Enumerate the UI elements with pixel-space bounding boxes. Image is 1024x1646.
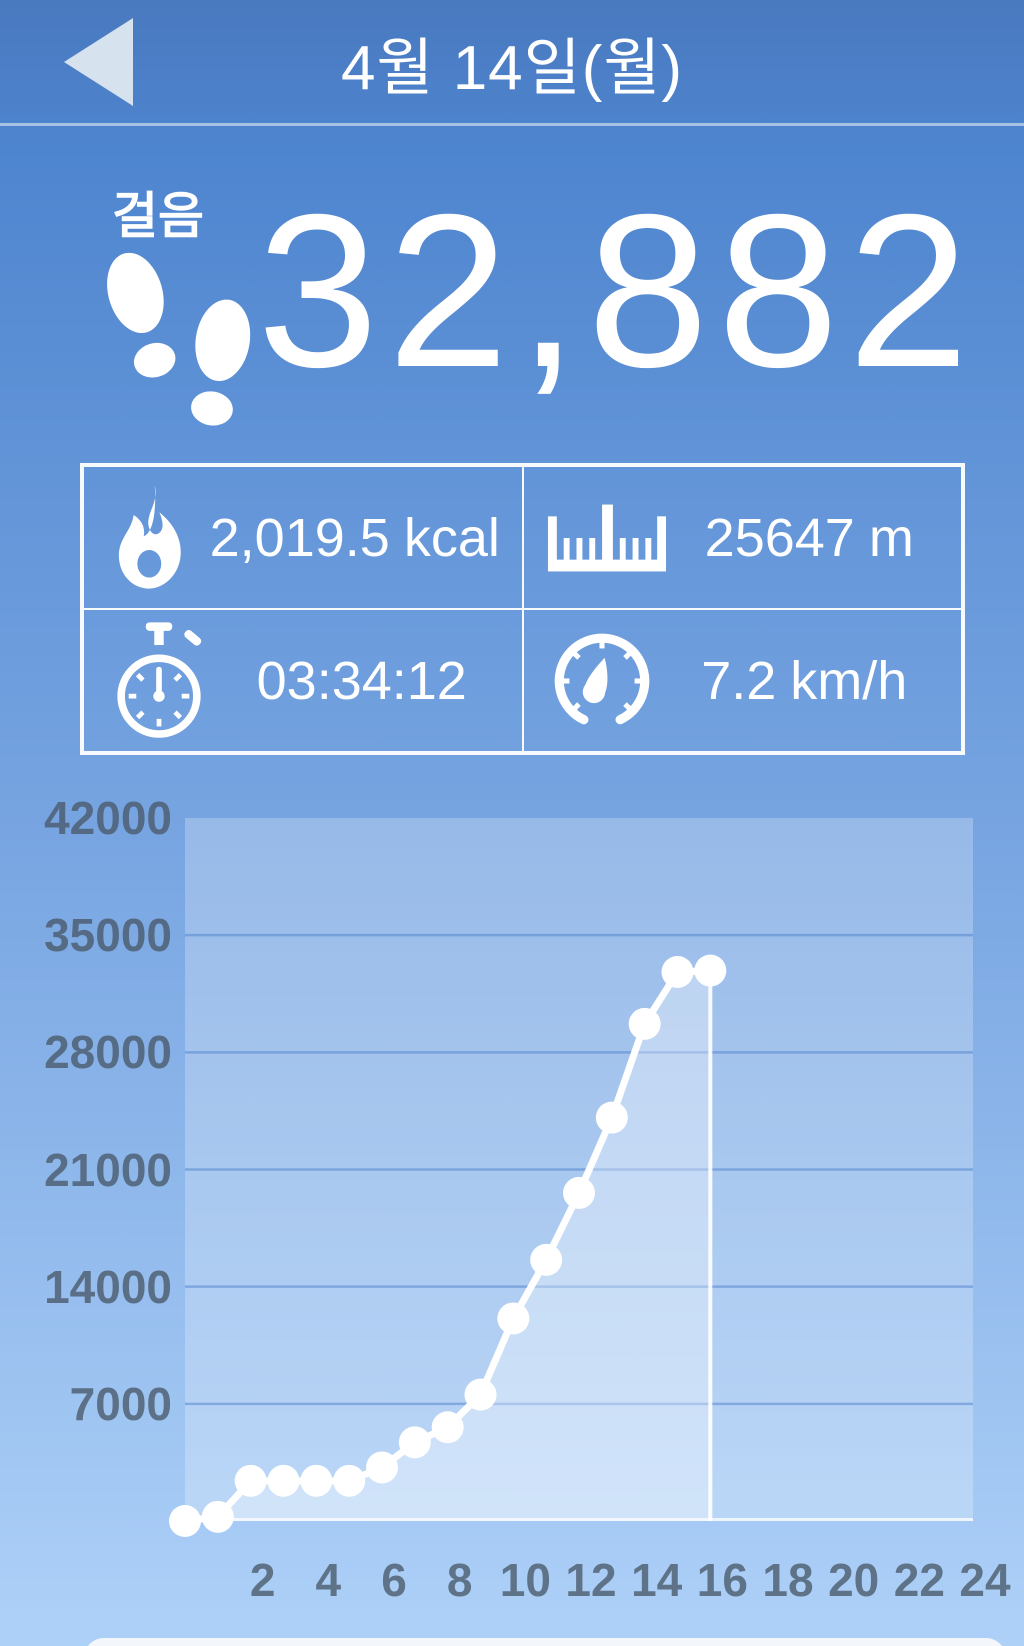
- steps-chart: 7000 14000 21000 28000 35000 42000 2 4 6 8 10 12 14…: [0, 792, 1024, 1646]
- y-axis-label: 28000: [44, 1026, 172, 1079]
- ruler-icon: [547, 504, 666, 571]
- x-axis-label: 20: [828, 1554, 880, 1606]
- data-point: [201, 1500, 234, 1533]
- x-axis-label: 6: [381, 1554, 407, 1606]
- data-point: [333, 1464, 366, 1497]
- data-point: [366, 1451, 398, 1484]
- area-fill: [185, 970, 711, 1521]
- x-axis-label: 16: [696, 1554, 748, 1606]
- data-point: [431, 1411, 464, 1444]
- data-point: [300, 1464, 333, 1497]
- speedometer-icon: [554, 633, 649, 724]
- speed-unit: km/h: [790, 650, 908, 711]
- stat-cell-calories: 2,019.5 kcal: [83, 466, 523, 609]
- chart-plot-area: [169, 818, 973, 1537]
- stats-grid: 2,019.5 kcal 25647 m: [80, 463, 965, 755]
- line-chart-svg: [169, 933, 973, 1537]
- calories-number: 2,019.5: [209, 507, 390, 568]
- data-point: [661, 955, 694, 988]
- x-axis-label: 10: [499, 1554, 551, 1606]
- speed-value: 7.2 km/h: [658, 650, 962, 712]
- steps-label: 걸음: [112, 188, 204, 244]
- back-button[interactable]: [40, 6, 150, 118]
- speed-number: 7.2: [701, 650, 777, 711]
- x-axis-label: 18: [762, 1554, 814, 1606]
- x-axis-label: 14: [631, 1554, 683, 1606]
- page-title: 4월 14일(월): [340, 33, 684, 103]
- stat-cell-distance: 25647 m: [522, 466, 962, 609]
- flame-icon: [118, 485, 181, 589]
- duration-number: 03:34:12: [256, 650, 467, 711]
- x-axis-label: 2: [249, 1554, 276, 1606]
- data-point: [530, 1243, 563, 1276]
- data-point: [563, 1176, 595, 1209]
- x-axis-label: 24: [959, 1554, 1011, 1606]
- data-point: [595, 1101, 628, 1134]
- stat-cell-speed: 7.2 km/h: [522, 609, 962, 752]
- stat-cell-duration: 03:34:12: [83, 609, 523, 752]
- bottom-card[interactable]: [84, 1638, 1006, 1646]
- calories-value: 2,019.5 kcal: [198, 507, 522, 569]
- data-point: [464, 1378, 497, 1411]
- duration-value: 03:34:12: [212, 650, 522, 712]
- y-axis-label: 35000: [44, 909, 172, 962]
- y-axis-label: 21000: [44, 1143, 172, 1196]
- distance-unit: m: [868, 507, 914, 568]
- calories-unit: kcal: [403, 507, 500, 568]
- x-axis-label: 4: [315, 1554, 342, 1606]
- data-point: [497, 1302, 530, 1335]
- x-axis-label: 22: [893, 1554, 945, 1606]
- y-axis-label: 7000: [69, 1377, 172, 1430]
- footsteps-icon: [107, 252, 251, 426]
- header: 4월 14일(월): [0, 0, 1024, 126]
- data-point: [398, 1426, 431, 1459]
- y-axis-label: 42000: [44, 792, 172, 844]
- distance-value: 25647 m: [668, 507, 962, 569]
- x-axis-label: 8: [446, 1554, 473, 1606]
- back-icon: [64, 18, 133, 106]
- stopwatch-icon: [117, 621, 202, 738]
- data-point: [628, 1007, 661, 1040]
- data-point: [169, 1505, 201, 1537]
- steps-count: 32,882: [257, 170, 978, 413]
- data-point: [694, 954, 727, 987]
- data-point: [267, 1464, 300, 1497]
- data-point: [234, 1464, 267, 1497]
- y-axis-label: 14000: [44, 1260, 172, 1313]
- x-axis-label: 12: [565, 1554, 617, 1606]
- distance-number: 25647: [704, 507, 855, 568]
